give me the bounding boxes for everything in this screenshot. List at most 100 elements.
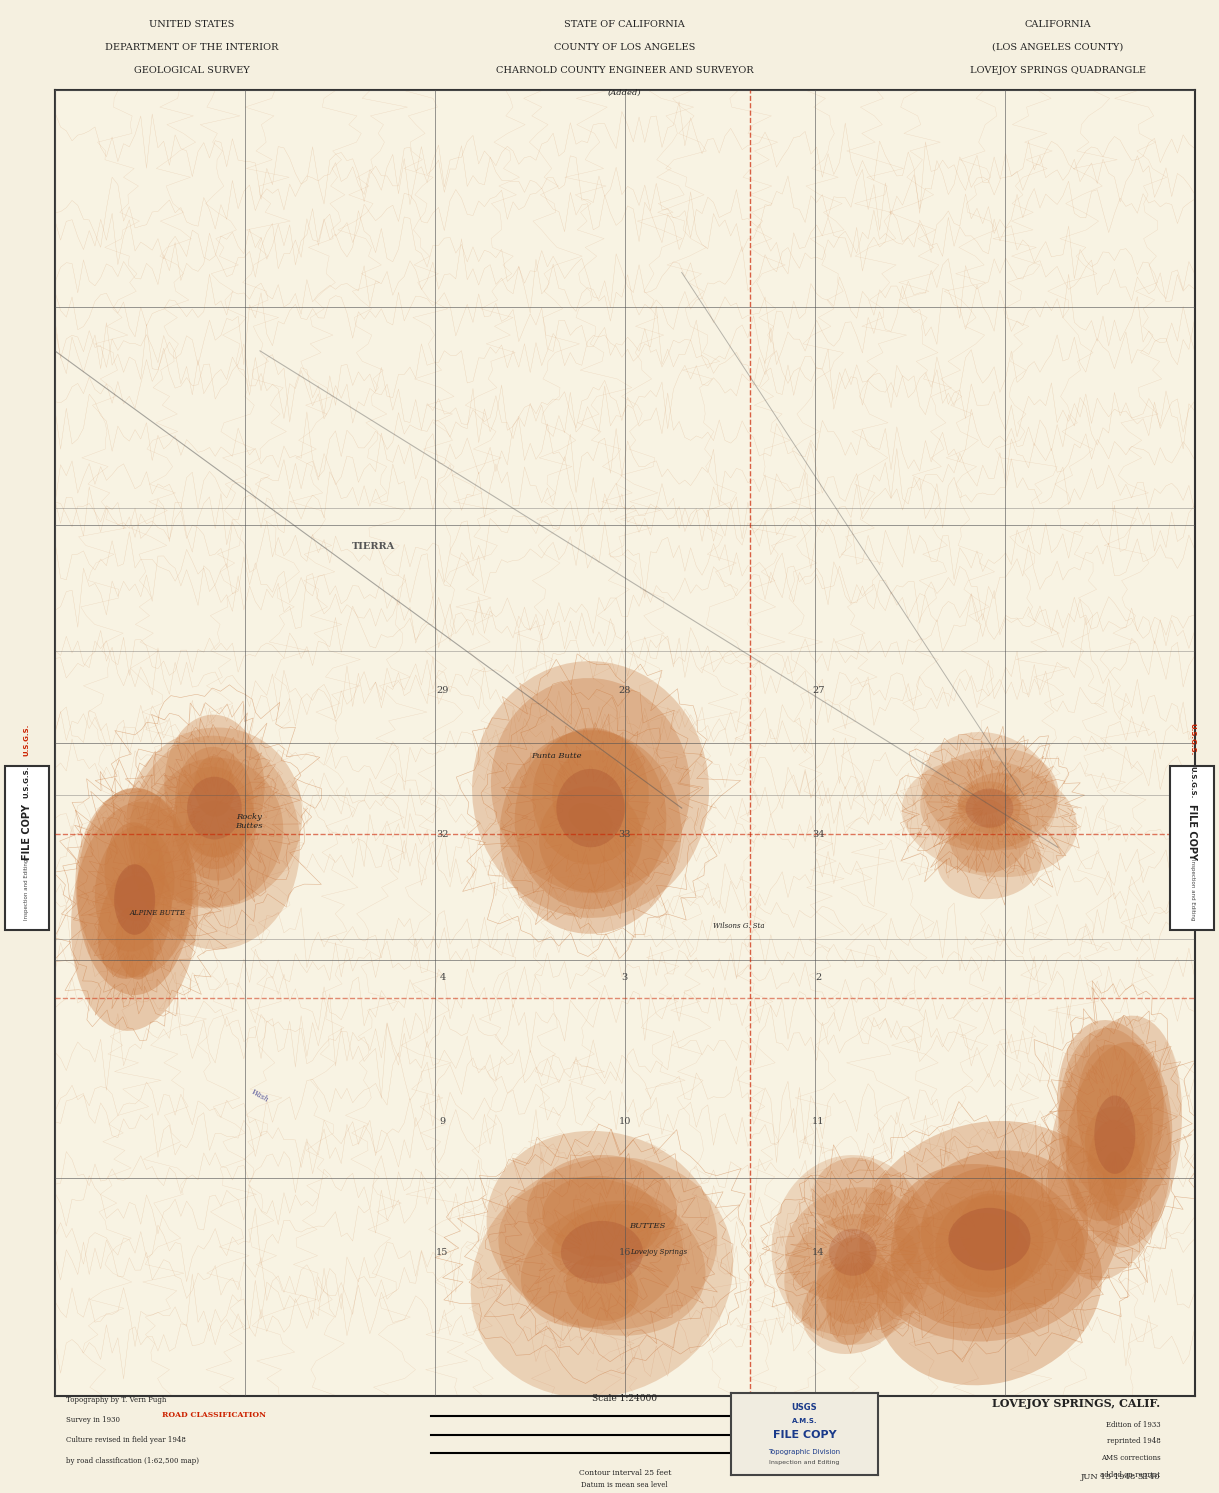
Text: COUNTY OF LOS ANGELES: COUNTY OF LOS ANGELES	[555, 43, 695, 52]
Ellipse shape	[145, 757, 283, 908]
Ellipse shape	[829, 1229, 876, 1275]
Text: Mile: Mile	[830, 1414, 844, 1418]
Ellipse shape	[116, 906, 154, 979]
Text: 9: 9	[439, 1117, 445, 1126]
Ellipse shape	[486, 1130, 718, 1330]
Ellipse shape	[514, 729, 667, 909]
Text: DEPARTMENT OF THE INTERIOR: DEPARTMENT OF THE INTERIOR	[105, 43, 278, 52]
Ellipse shape	[569, 803, 612, 836]
Ellipse shape	[127, 727, 302, 908]
Text: 10: 10	[618, 1117, 631, 1126]
Ellipse shape	[95, 826, 174, 951]
Ellipse shape	[920, 748, 1059, 851]
Ellipse shape	[817, 1238, 889, 1324]
Ellipse shape	[129, 736, 300, 950]
Text: U.S.G.S.: U.S.G.S.	[24, 723, 29, 755]
Text: 16: 16	[618, 1248, 631, 1257]
Text: Lovejoy Springs: Lovejoy Springs	[630, 1248, 688, 1256]
Ellipse shape	[115, 864, 155, 935]
Ellipse shape	[173, 766, 256, 881]
Text: A.M.S.: A.M.S.	[791, 1418, 818, 1424]
Ellipse shape	[1103, 1151, 1126, 1206]
Text: 11: 11	[812, 1117, 825, 1126]
Text: FILE COPY: FILE COPY	[1187, 803, 1197, 860]
Text: LOVEJOY SPRINGS QUADRANGLE: LOVEJOY SPRINGS QUADRANGLE	[970, 66, 1146, 75]
Ellipse shape	[116, 876, 154, 917]
Text: 29: 29	[436, 685, 449, 696]
Ellipse shape	[802, 1263, 903, 1354]
Ellipse shape	[556, 769, 625, 848]
Ellipse shape	[1065, 1042, 1164, 1221]
Ellipse shape	[922, 732, 1057, 851]
Ellipse shape	[187, 776, 241, 839]
Text: Wilsons G. Sta: Wilsons G. Sta	[713, 921, 764, 930]
Ellipse shape	[185, 800, 244, 869]
Text: reprinted 1948: reprinted 1948	[1107, 1438, 1160, 1445]
Ellipse shape	[472, 661, 709, 918]
Ellipse shape	[973, 799, 1007, 829]
Ellipse shape	[542, 1176, 662, 1260]
Text: Edition of 1933: Edition of 1933	[1106, 1421, 1160, 1429]
Text: 33: 33	[618, 830, 631, 839]
Ellipse shape	[1085, 1106, 1145, 1178]
Ellipse shape	[920, 1168, 1058, 1291]
Ellipse shape	[895, 1165, 1085, 1311]
Text: Punta Butte: Punta Butte	[531, 752, 581, 760]
Text: Inspection and Editing: Inspection and Editing	[1190, 858, 1195, 920]
Ellipse shape	[1057, 1020, 1173, 1211]
Text: TIERRA: TIERRA	[352, 542, 396, 551]
Text: 15: 15	[436, 1248, 449, 1257]
Ellipse shape	[1087, 1120, 1142, 1226]
Ellipse shape	[552, 1203, 652, 1278]
Text: by road classification (1:62,500 map): by road classification (1:62,500 map)	[66, 1457, 199, 1465]
Ellipse shape	[948, 790, 1031, 872]
Text: Culture revised in field year 1948: Culture revised in field year 1948	[66, 1436, 187, 1444]
Text: GEOLOGICAL SURVEY: GEOLOGICAL SURVEY	[134, 66, 250, 75]
Ellipse shape	[76, 788, 194, 978]
Ellipse shape	[561, 1221, 642, 1284]
Text: USGS: USGS	[791, 1403, 818, 1412]
Text: added on reprint: added on reprint	[1101, 1471, 1160, 1478]
Ellipse shape	[950, 1212, 1030, 1288]
Text: Feet: Feet	[830, 1432, 844, 1438]
Ellipse shape	[785, 1187, 920, 1300]
Ellipse shape	[948, 1208, 1030, 1271]
Ellipse shape	[1095, 1096, 1135, 1173]
Ellipse shape	[533, 727, 649, 864]
Ellipse shape	[859, 1121, 1120, 1342]
Text: (LOS ANGELES COUNTY): (LOS ANGELES COUNTY)	[992, 43, 1124, 52]
Text: CHARNOLD COUNTY ENGINEER AND SURVEYOR: CHARNOLD COUNTY ENGINEER AND SURVEYOR	[496, 66, 753, 75]
Ellipse shape	[965, 788, 1013, 827]
Ellipse shape	[835, 1235, 870, 1288]
Text: FILE COPY: FILE COPY	[22, 803, 32, 860]
Ellipse shape	[891, 1151, 1089, 1329]
Ellipse shape	[813, 1157, 892, 1232]
Text: U.S.G.S.: U.S.G.S.	[24, 766, 29, 799]
Ellipse shape	[958, 781, 1020, 833]
Ellipse shape	[935, 1190, 1043, 1297]
Text: U.S.G.S.: U.S.G.S.	[1190, 723, 1195, 755]
Ellipse shape	[1076, 1045, 1153, 1190]
Ellipse shape	[959, 1193, 1019, 1263]
Text: Contour interval 25 feet: Contour interval 25 feet	[579, 1469, 670, 1477]
Text: Topography by T. Vern Pugh: Topography by T. Vern Pugh	[66, 1396, 167, 1403]
Ellipse shape	[176, 746, 254, 857]
Ellipse shape	[876, 1194, 1102, 1386]
Text: 3: 3	[622, 973, 628, 982]
Ellipse shape	[521, 1200, 683, 1327]
Ellipse shape	[937, 824, 1041, 899]
Text: Datum is mean sea level: Datum is mean sea level	[581, 1481, 668, 1489]
Text: 32: 32	[436, 830, 449, 839]
Ellipse shape	[552, 749, 629, 841]
Ellipse shape	[499, 1176, 706, 1336]
FancyBboxPatch shape	[5, 766, 49, 930]
Text: ALPINE BUTTE: ALPINE BUTTE	[129, 909, 185, 917]
Ellipse shape	[1047, 1015, 1182, 1281]
Text: 27: 27	[812, 685, 825, 696]
Text: 34: 34	[812, 830, 825, 839]
Text: BUTTES: BUTTES	[629, 1223, 666, 1230]
Text: Wash: Wash	[250, 1087, 271, 1103]
Ellipse shape	[194, 755, 235, 817]
Ellipse shape	[71, 802, 199, 1030]
Ellipse shape	[98, 863, 172, 979]
